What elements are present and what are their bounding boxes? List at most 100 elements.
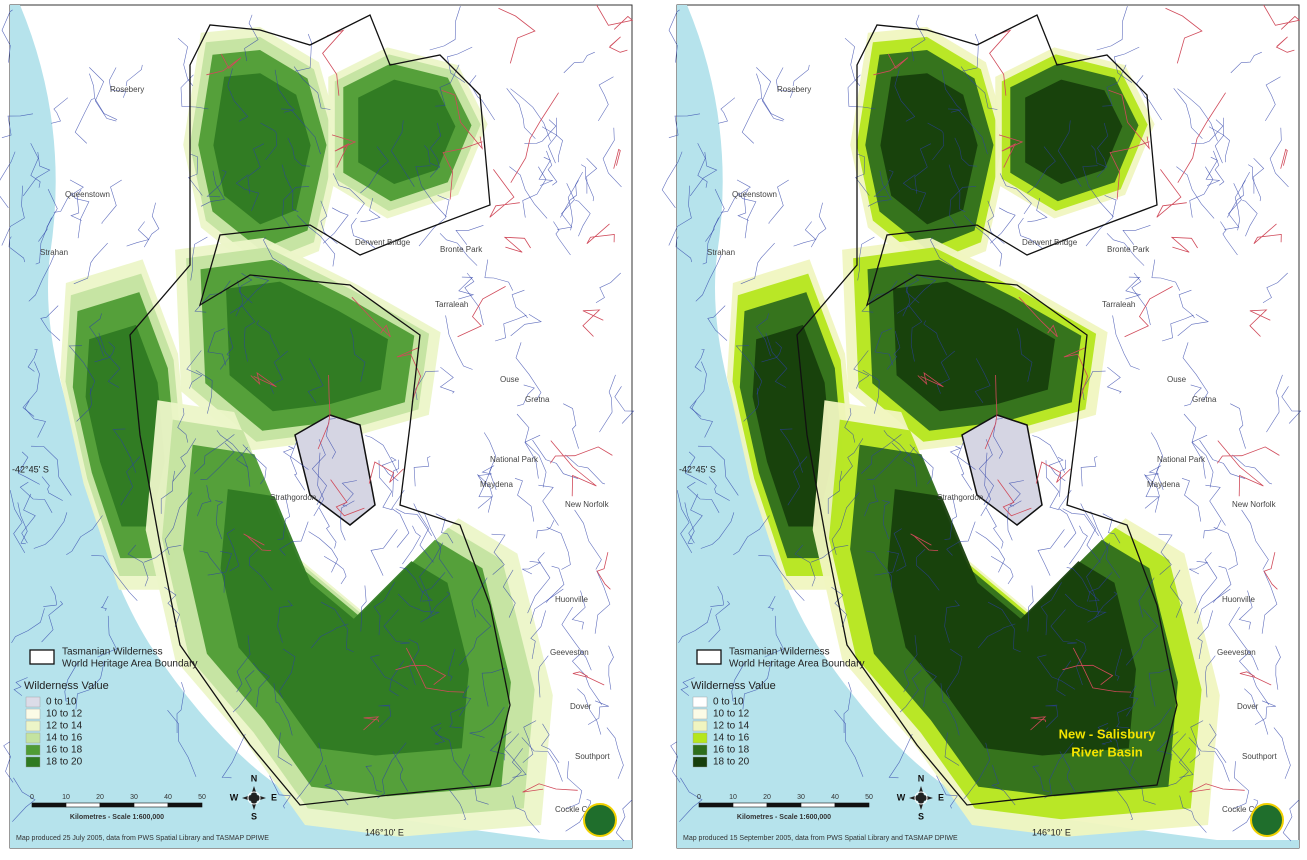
river <box>1040 582 1062 636</box>
road <box>522 783 578 793</box>
river <box>195 370 213 414</box>
river <box>73 242 108 285</box>
river <box>320 601 354 653</box>
river <box>318 507 337 549</box>
river <box>916 548 940 591</box>
river <box>563 51 595 74</box>
river <box>1224 183 1242 230</box>
river <box>392 751 408 792</box>
river <box>101 179 122 224</box>
river <box>455 225 484 245</box>
place-label: Bronte Park <box>1107 245 1150 254</box>
river <box>434 727 464 773</box>
place-label: Ouse <box>1167 375 1187 384</box>
river <box>1048 456 1066 482</box>
river <box>598 76 614 122</box>
legend-label: 14 to 16 <box>46 733 83 744</box>
road <box>1249 309 1271 337</box>
river <box>501 748 523 786</box>
river <box>565 799 592 832</box>
river <box>575 200 591 237</box>
river <box>862 370 880 414</box>
place-label: Huonville <box>555 595 588 604</box>
credit: Map produced 15 September 2005, data fro… <box>683 835 958 842</box>
river <box>684 502 695 545</box>
sea <box>677 5 1299 848</box>
river <box>1008 480 1024 507</box>
road <box>910 533 939 551</box>
river <box>313 452 325 517</box>
river <box>720 179 751 213</box>
river <box>532 439 579 479</box>
river <box>524 434 547 488</box>
river <box>1082 165 1114 218</box>
river <box>737 189 749 221</box>
river <box>41 600 64 643</box>
road <box>873 53 909 76</box>
river <box>691 400 713 438</box>
river <box>418 195 450 247</box>
river <box>563 403 579 449</box>
river <box>1213 150 1225 186</box>
river <box>957 440 973 491</box>
river <box>17 451 40 485</box>
road <box>396 347 422 403</box>
road <box>917 371 944 388</box>
river <box>429 6 461 51</box>
wilderness-zone <box>226 281 388 412</box>
river <box>688 493 703 544</box>
river <box>369 654 409 690</box>
river <box>40 305 61 341</box>
river <box>458 276 475 300</box>
river <box>516 413 539 479</box>
legend-title: Wilderness Value <box>691 680 776 692</box>
river <box>378 704 392 728</box>
place-label: Tarraleah <box>435 300 468 309</box>
river <box>514 478 535 522</box>
river <box>484 259 514 291</box>
river <box>675 236 692 263</box>
place-label: Strahan <box>707 248 735 257</box>
river <box>540 723 560 763</box>
river <box>700 512 735 549</box>
river <box>176 682 185 734</box>
river <box>1059 459 1066 497</box>
river <box>389 660 405 697</box>
river <box>834 710 864 777</box>
river <box>960 66 998 110</box>
river <box>1189 561 1209 575</box>
river <box>946 521 976 556</box>
river <box>839 438 864 482</box>
scale-tick-label: 20 <box>96 794 104 801</box>
legend-swatch <box>692 720 708 732</box>
river <box>282 446 309 470</box>
place-label: Dover <box>1237 702 1259 711</box>
road <box>550 440 597 497</box>
river <box>98 332 121 388</box>
longitude-label: 146°10' E <box>1032 827 1071 837</box>
river <box>546 527 571 570</box>
river <box>1230 51 1262 74</box>
river <box>1136 75 1162 121</box>
river <box>423 511 454 579</box>
river <box>282 186 310 227</box>
river <box>761 341 782 363</box>
river <box>853 350 870 389</box>
scale-segment <box>698 802 734 808</box>
river <box>1261 570 1278 634</box>
river <box>1116 789 1133 820</box>
river <box>495 314 527 342</box>
river <box>420 591 451 623</box>
road <box>989 29 1012 96</box>
scale-tick-label: 30 <box>130 794 138 801</box>
river <box>949 446 976 470</box>
river <box>944 497 958 540</box>
agency-logo <box>583 803 617 837</box>
river <box>33 512 68 549</box>
river <box>206 169 227 198</box>
river <box>1181 478 1202 522</box>
river <box>207 551 232 576</box>
road <box>596 4 634 30</box>
wilderness-zone <box>358 79 456 184</box>
river <box>226 528 240 572</box>
